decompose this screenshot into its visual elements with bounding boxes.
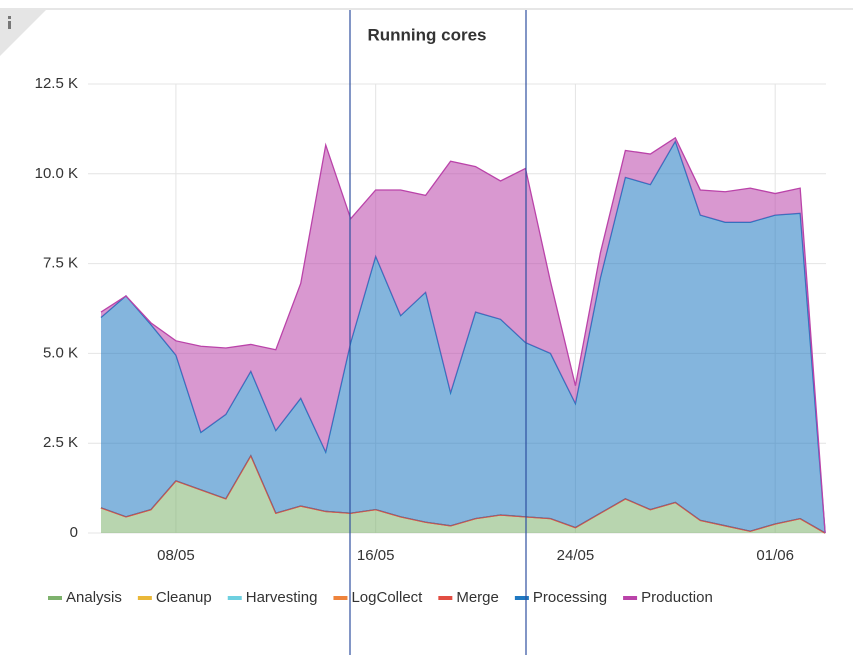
legend-item: Cleanup xyxy=(137,589,212,606)
legend-label: Production xyxy=(641,589,713,606)
legend-swatch xyxy=(48,596,62,600)
x-tick-label: 08/05 xyxy=(157,547,195,564)
legend-label: Harvesting xyxy=(246,589,318,606)
legend-swatch xyxy=(623,596,638,600)
area xyxy=(101,455,826,533)
legend-label: Processing xyxy=(533,589,607,606)
legend-label: Cleanup xyxy=(156,589,212,606)
legend-swatch xyxy=(227,596,242,600)
y-tick-label: 2.5 K xyxy=(43,434,78,451)
legend-item: Production xyxy=(623,589,713,606)
legend-item: Processing xyxy=(514,589,607,606)
info-icon xyxy=(8,21,11,29)
legend-swatch xyxy=(137,596,152,600)
y-tick-label: 5.0 K xyxy=(43,344,78,361)
info-icon-dot xyxy=(8,16,11,19)
x-tick-label: 01/06 xyxy=(756,547,794,564)
legend-label: LogCollect xyxy=(351,589,423,606)
y-tick-label: 10.0 K xyxy=(35,165,78,182)
legend-label: Merge xyxy=(456,589,499,606)
legend-item: Merge xyxy=(438,589,499,606)
legend-swatch xyxy=(514,596,529,600)
x-tick-label: 24/05 xyxy=(557,547,595,564)
x-tick-label: 16/05 xyxy=(357,547,395,564)
y-tick-label: 0 xyxy=(70,524,78,541)
info-corner xyxy=(0,10,46,56)
legend-item: LogCollect xyxy=(333,589,423,606)
panel-border xyxy=(0,8,853,10)
y-tick-label: 7.5 K xyxy=(43,255,78,272)
area xyxy=(101,141,826,534)
y-tick-label: 12.5 K xyxy=(35,75,78,92)
legend-item: Harvesting xyxy=(227,589,318,606)
area xyxy=(101,137,826,533)
legend-item: Analysis xyxy=(48,589,122,606)
chart-title: Running cores xyxy=(367,25,486,44)
legend-swatch xyxy=(438,596,453,600)
legend-label: Analysis xyxy=(66,589,122,606)
legend-swatch xyxy=(333,596,348,600)
area-line xyxy=(100,136,826,534)
